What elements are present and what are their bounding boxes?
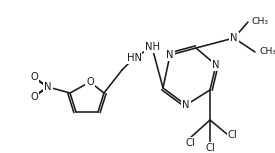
Text: Cl: Cl [228,130,238,140]
Text: O: O [30,92,38,102]
Text: CH₃: CH₃ [259,47,275,56]
Text: CH₃: CH₃ [252,17,269,26]
Text: O: O [86,77,94,87]
Text: O: O [30,72,38,82]
Text: Cl: Cl [185,138,195,148]
Text: N: N [166,50,174,60]
Text: N: N [44,82,52,92]
Text: N: N [212,60,220,70]
Text: NH: NH [144,42,159,52]
Text: N: N [230,33,238,43]
Text: HN: HN [126,53,142,63]
Text: Cl: Cl [205,143,215,153]
Text: N: N [182,100,190,110]
